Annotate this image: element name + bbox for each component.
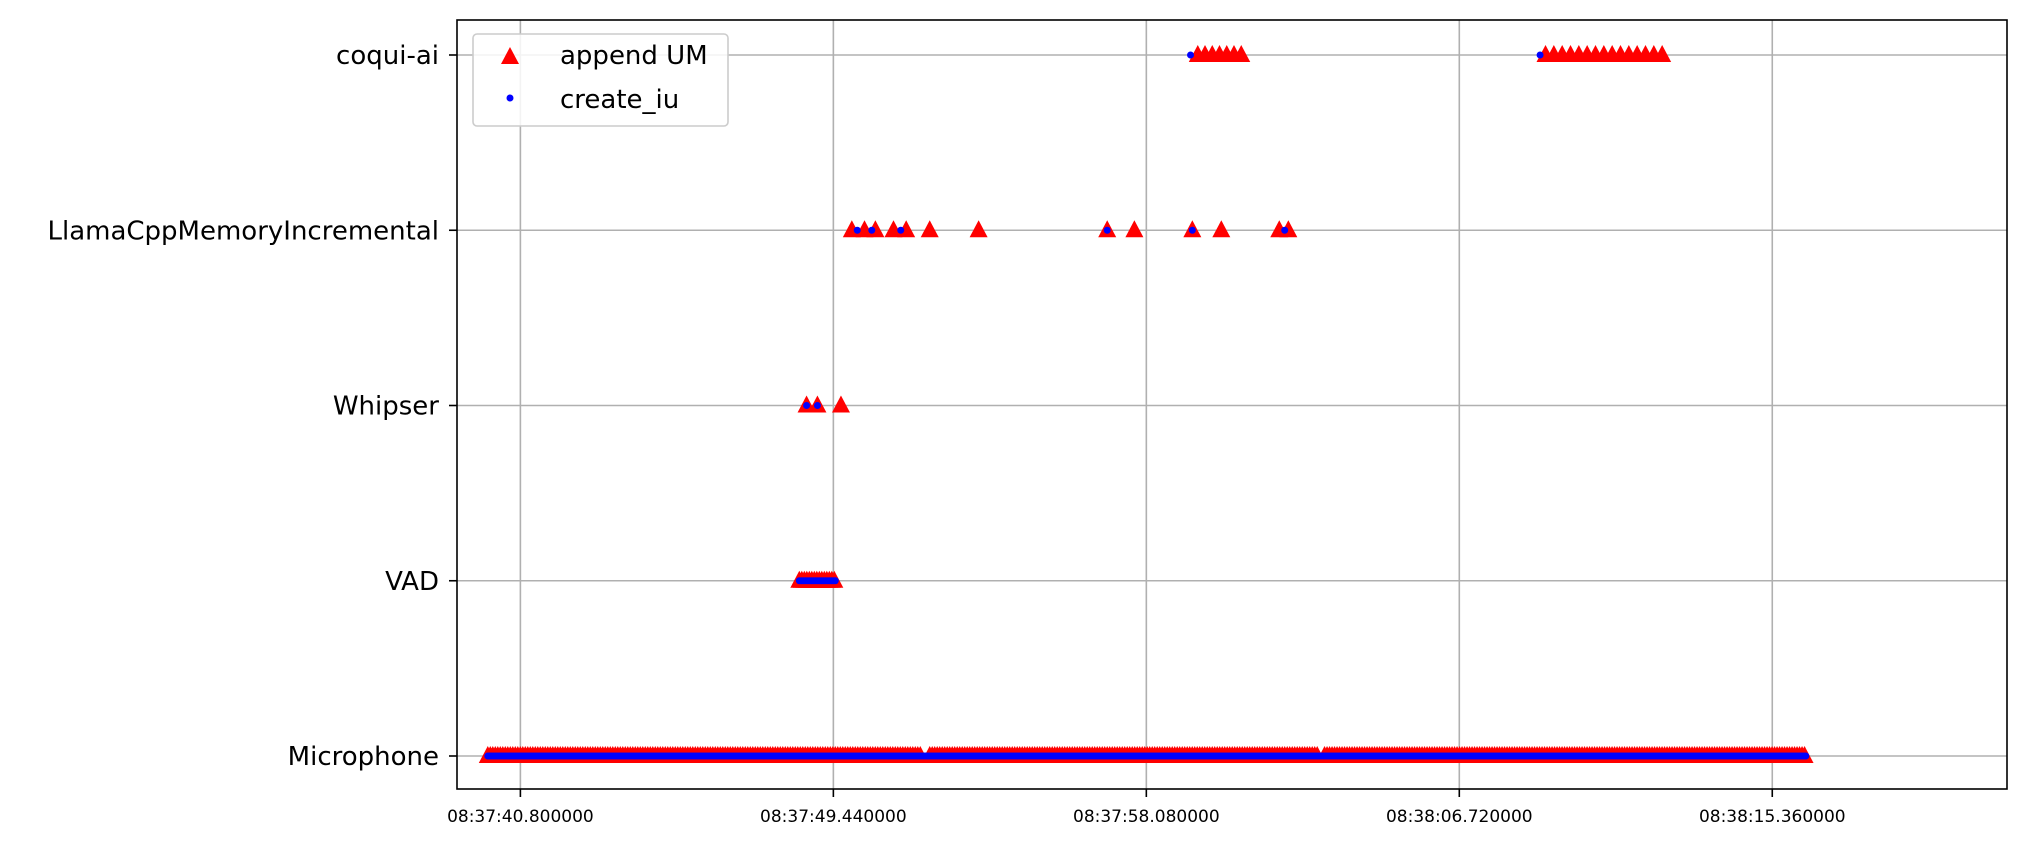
append-um-marker xyxy=(1212,220,1231,238)
create-iu-marker xyxy=(1187,51,1195,59)
append-um-marker xyxy=(884,220,903,238)
create-iu-marker xyxy=(1536,51,1544,59)
create-iu-marker xyxy=(853,226,861,234)
xtick-label: 08:37:58.080000 xyxy=(1073,807,1220,827)
create-iu-marker xyxy=(831,577,839,585)
legend-label-append: append UM xyxy=(560,41,708,71)
create-iu-marker xyxy=(1188,226,1196,234)
append-um-marker xyxy=(969,220,988,238)
data-markers xyxy=(478,45,1814,763)
ytick-label-microphone: Microphone xyxy=(288,742,439,772)
ytick-label-coqui-ai: coqui-ai xyxy=(336,41,439,71)
create-iu-marker xyxy=(813,402,821,409)
append-um-marker xyxy=(1653,45,1672,62)
xtick-label: 08:37:40.800000 xyxy=(447,807,594,827)
legend-box xyxy=(472,33,729,127)
append-um-marker xyxy=(1232,45,1251,62)
create-iu-marker xyxy=(803,402,811,409)
xtick-label: 08:37:49.440000 xyxy=(760,807,907,827)
legend-dot-marker xyxy=(506,94,514,102)
plot-frame xyxy=(456,19,2008,790)
append-um-marker xyxy=(1125,220,1144,238)
legend-triangle-marker xyxy=(501,47,519,64)
axes: Microphone VAD Whipser LlamaCppMemoryIncrem… xyxy=(47,41,1845,827)
ytick-label-llamacppmemoryincremental: LlamaCppMemoryIncremental xyxy=(47,216,439,246)
grid xyxy=(457,20,2007,789)
ytick-label-vad: VAD xyxy=(385,567,439,597)
create-iu-marker xyxy=(1281,226,1289,234)
append-um-marker xyxy=(920,220,939,238)
xtick-label: 08:38:06.720000 xyxy=(1386,807,1533,827)
ytick-label-whipser: Whipser xyxy=(333,392,439,422)
legend-label-create: create_iu xyxy=(560,85,679,115)
create-iu-marker xyxy=(1103,226,1111,234)
create-iu-marker xyxy=(868,226,876,234)
legend: append UM create_iu xyxy=(472,33,729,127)
create-iu-marker xyxy=(897,226,905,234)
create-iu-marker xyxy=(1802,752,1810,760)
append-um-marker xyxy=(831,395,850,413)
xtick-label: 08:38:15.360000 xyxy=(1699,807,1846,827)
